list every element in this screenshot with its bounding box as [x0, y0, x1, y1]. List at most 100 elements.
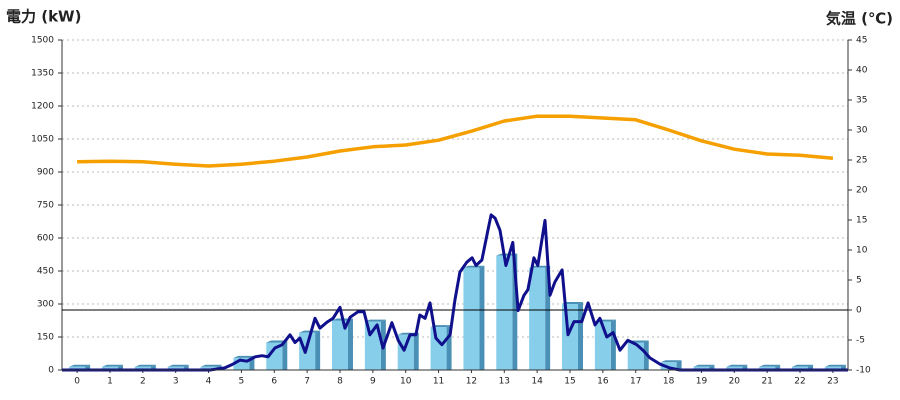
x-tick-label: 20 [729, 377, 741, 387]
y2-tick-label: 15 [856, 216, 867, 226]
bar-front [299, 332, 316, 370]
bar-top [562, 302, 584, 304]
x-tick-label: 15 [564, 377, 575, 387]
y-tick-label: 1350 [31, 69, 54, 79]
x-tick-label: 8 [337, 377, 343, 387]
bar-side [413, 332, 419, 370]
bar-front [627, 342, 644, 370]
x-tick-label: 18 [663, 377, 675, 387]
bar-side [479, 265, 485, 370]
bar-top [101, 364, 123, 367]
bar-top [529, 265, 551, 268]
y-tick-label: 600 [37, 234, 54, 244]
x-tick-label: 19 [696, 377, 708, 387]
x-tick-label: 14 [531, 377, 543, 387]
y2-title: 気温 (℃) [826, 10, 893, 28]
bar-front [562, 304, 579, 370]
bar-side [282, 340, 288, 370]
bar-front [693, 366, 710, 370]
y2-tick-label: 25 [856, 156, 867, 166]
bar-front [266, 342, 283, 370]
bar-side [578, 302, 584, 370]
y2-tick-label: -5 [856, 336, 865, 346]
bar [594, 319, 616, 370]
x-tick-label: 0 [74, 377, 80, 387]
bar-side [676, 360, 682, 370]
line [77, 114, 834, 168]
bar [299, 330, 321, 370]
y-tick-label: 0 [48, 366, 54, 376]
y-tick-label: 150 [37, 333, 54, 343]
bar-top [759, 364, 781, 367]
bar [463, 265, 485, 370]
x-tick-label: 12 [466, 377, 477, 387]
y-tick-label: 900 [37, 168, 54, 178]
bar-top [134, 364, 156, 367]
bar-top [69, 364, 91, 367]
bar [331, 318, 353, 370]
x-tick-label: 4 [206, 377, 212, 387]
x-tick-label: 23 [827, 377, 838, 387]
bar-top [693, 364, 715, 367]
bar-front [430, 327, 447, 370]
x-tick-label: 5 [239, 377, 245, 387]
bar [266, 340, 288, 370]
y-tick-label: 1500 [31, 36, 54, 46]
bar-front [101, 366, 118, 370]
bar-front [69, 366, 86, 370]
y2-tick-label: 35 [856, 96, 867, 106]
bar-front [792, 366, 809, 370]
y2-tick-label: 5 [856, 276, 862, 286]
bar-top [792, 364, 814, 367]
y2-tick-label: 30 [856, 126, 868, 136]
y2-tick-label: 45 [856, 36, 867, 46]
bar-top [430, 325, 452, 328]
y2-tick-label: 0 [856, 306, 862, 316]
x-tick-label: 11 [433, 377, 444, 387]
bar-front [529, 267, 546, 370]
bar [529, 265, 551, 370]
x-tick-label: 2 [140, 377, 146, 387]
bar-top [233, 355, 255, 358]
bar-front [397, 334, 414, 370]
bar-top [660, 360, 682, 363]
x-tick-label: 3 [173, 377, 179, 387]
bar-front [824, 366, 841, 370]
y2-tick-label: -10 [856, 366, 871, 376]
bar-front [463, 267, 480, 370]
bar-side [347, 318, 353, 370]
x-tick-label: 1 [107, 377, 113, 387]
bar-top [726, 364, 748, 367]
bar-top [824, 364, 846, 367]
bar-top [167, 364, 189, 367]
bar-top [496, 253, 518, 256]
bar-front [331, 320, 348, 370]
bar-front [167, 366, 184, 370]
y-tick-label: 750 [37, 201, 54, 211]
bar-side [610, 319, 616, 370]
y-tick-label: 1050 [31, 135, 54, 145]
y2-tick-label: 10 [856, 246, 868, 256]
bar-top [266, 340, 288, 343]
bar-front [200, 366, 217, 370]
x-tick-label: 17 [630, 377, 641, 387]
bar-front [496, 255, 513, 370]
x-tick-label: 9 [370, 377, 376, 387]
x-tick-label: 7 [304, 377, 310, 387]
y-tick-label: 450 [37, 267, 54, 277]
y-tick-label: 300 [37, 300, 54, 310]
line [62, 213, 848, 372]
bar-top [364, 319, 386, 322]
x-tick-label: 21 [761, 377, 772, 387]
x-tick-label: 6 [271, 377, 277, 387]
x-tick-label: 13 [499, 377, 510, 387]
y-tick-label: 1200 [31, 102, 54, 112]
bar-front [759, 366, 776, 370]
x-tick-label: 10 [400, 377, 412, 387]
y2-tick-label: 40 [856, 66, 868, 76]
x-tick-label: 22 [794, 377, 805, 387]
bar-front [726, 366, 743, 370]
bar-side [315, 330, 321, 370]
bar-front [134, 366, 151, 370]
